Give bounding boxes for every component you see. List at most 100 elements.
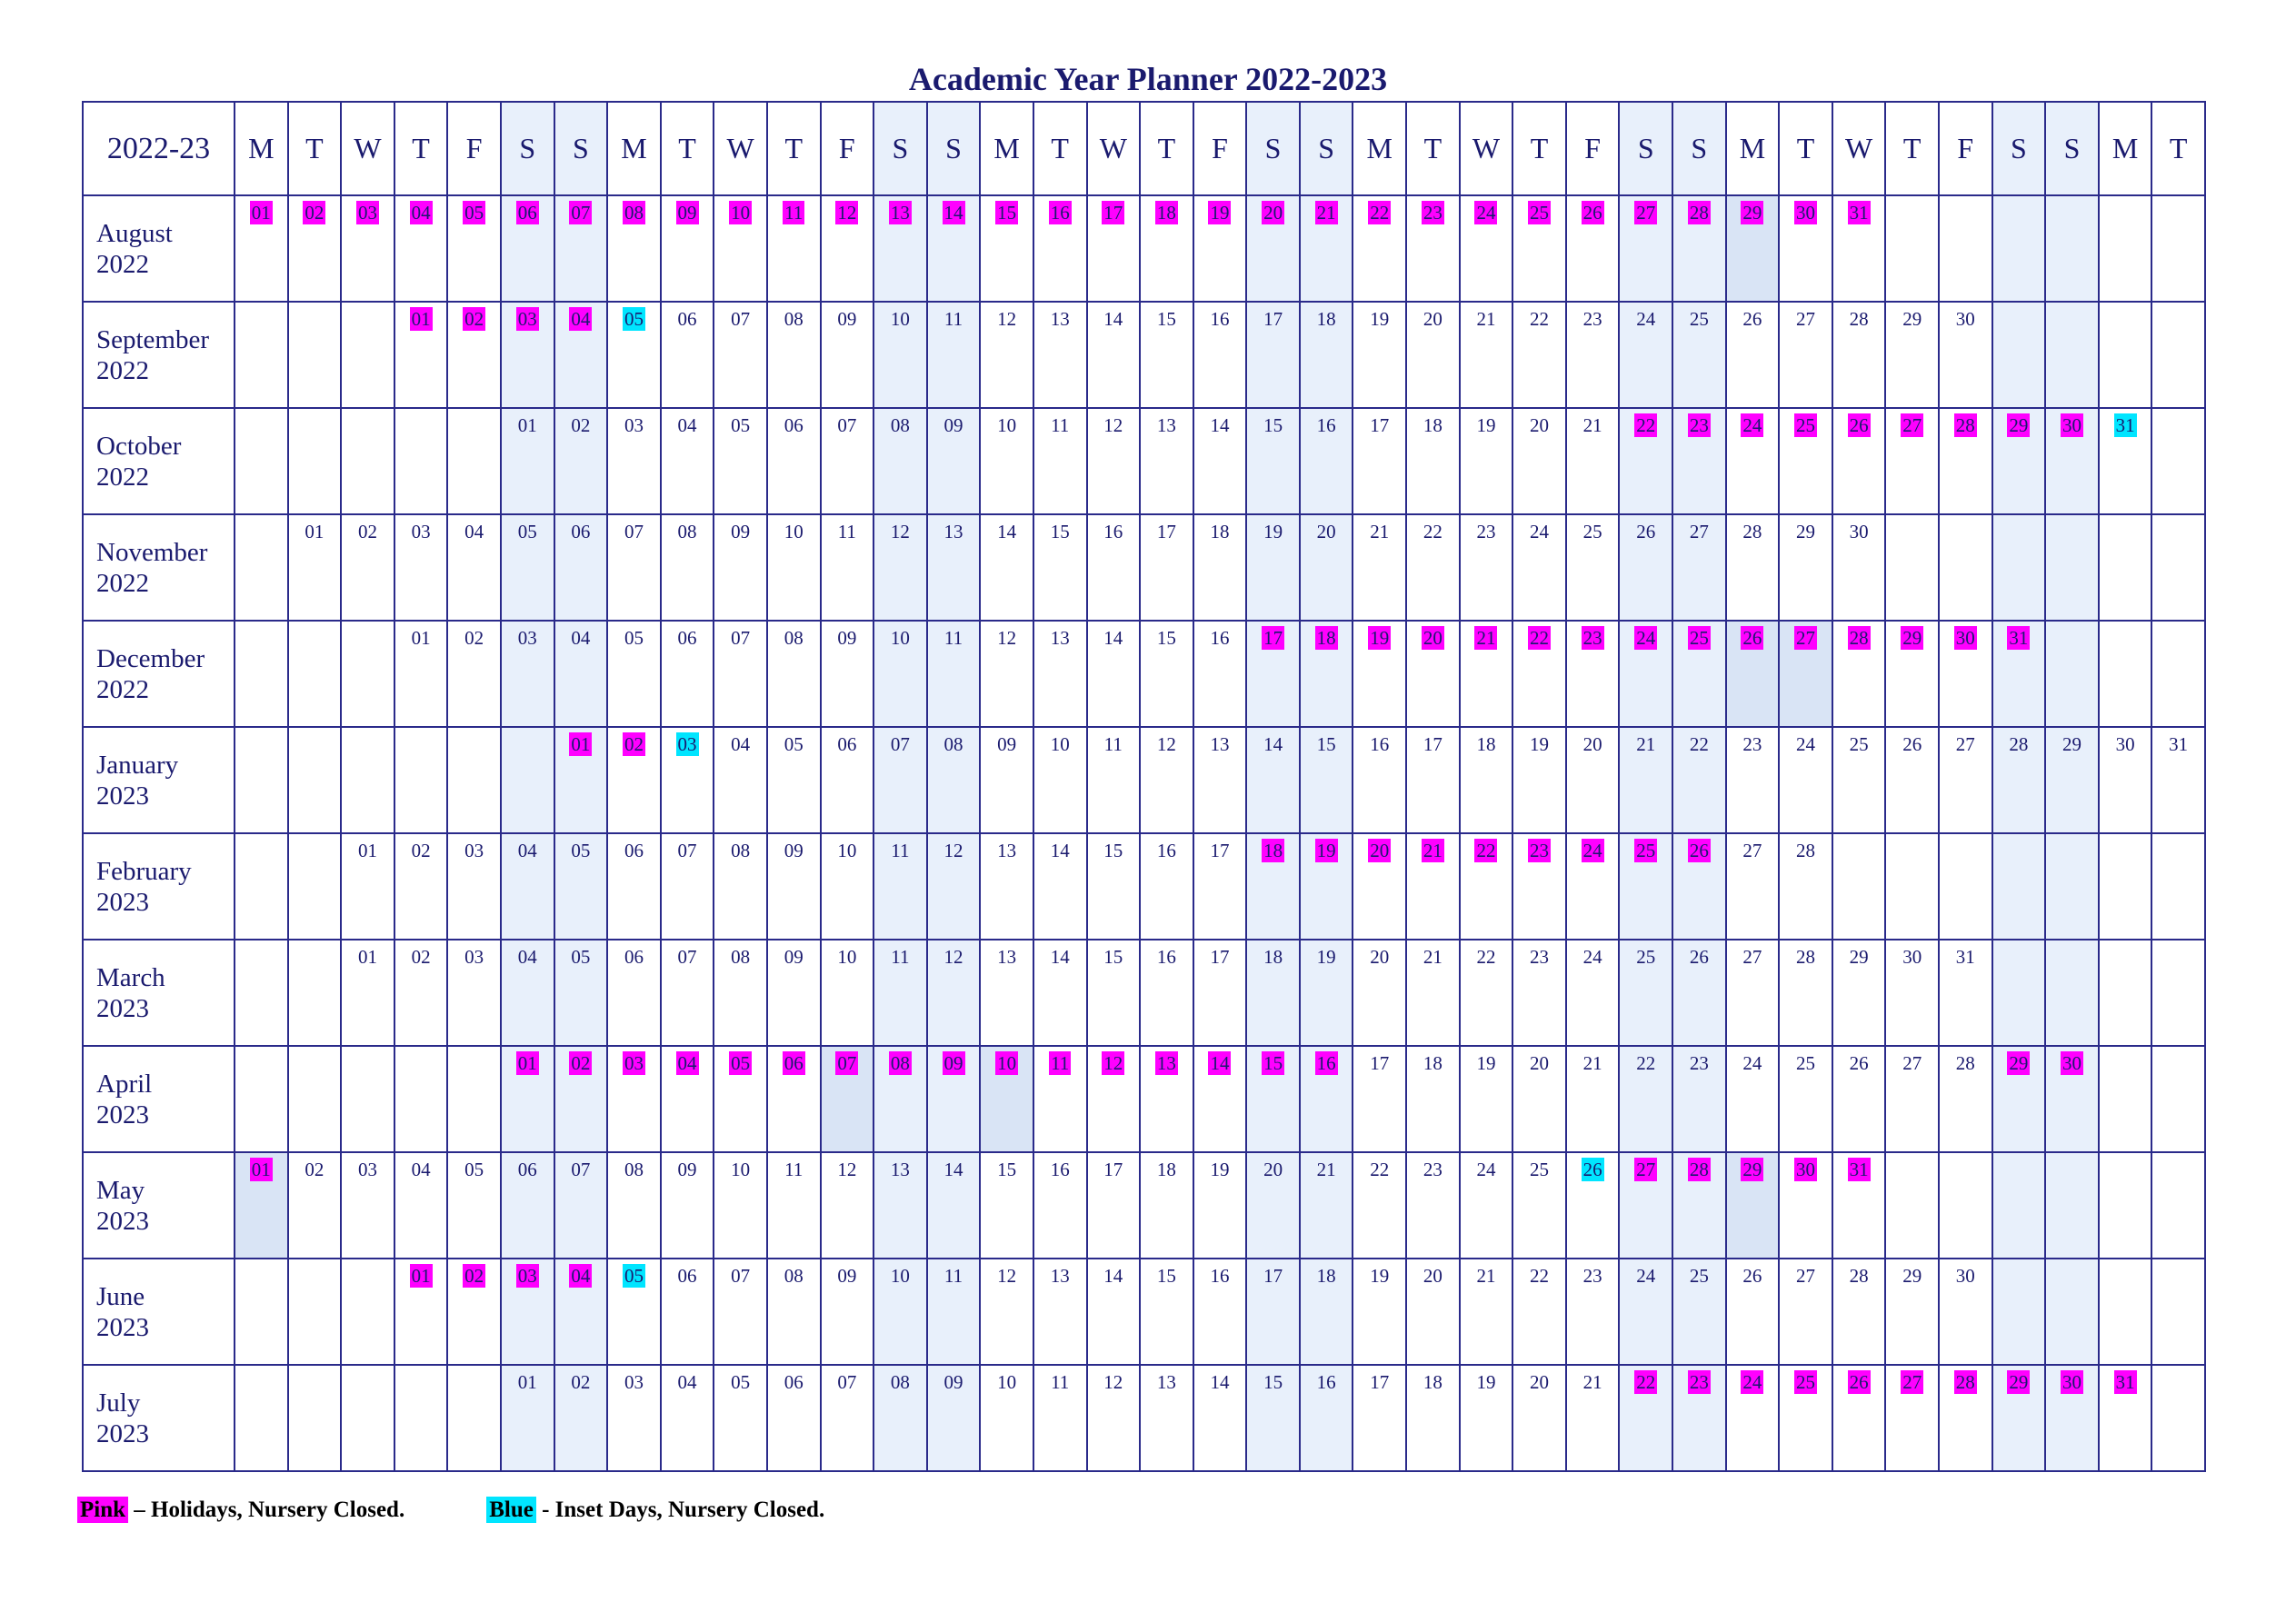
day-number: 10 (731, 1159, 751, 1180)
day-cell: 24 (1778, 726, 1833, 834)
day-number: 22 (1370, 1159, 1390, 1180)
month-row: September 2022 01 02 03 04 05 06 07 08 09 10 11 12 13 1… (82, 301, 2206, 409)
day-cell: 02 (393, 832, 449, 940)
day-number: 28 (1796, 840, 1816, 861)
day-cell: 23 (1672, 1364, 1727, 1472)
day-cell: 07 (659, 939, 715, 1047)
day-cell: 21 (1298, 1151, 1354, 1259)
day-cell: 15 (1085, 939, 1142, 1047)
day-number: 05 (622, 307, 645, 331)
day-number: 13 (997, 946, 1017, 968)
day-cell: 13 (873, 1151, 928, 1259)
day-number: 05 (731, 1371, 751, 1393)
month-label: February 2023 (82, 832, 235, 940)
day-cell: 27 (1778, 1258, 1833, 1366)
day-cell: 18 (1245, 939, 1301, 1047)
day-cell: 31 (1938, 939, 1993, 1047)
day-number: 11 (1051, 414, 1070, 436)
day-cell: 11 (1032, 1364, 1088, 1472)
day-cell: 25 (1564, 513, 1621, 622)
day-cell: 09 (979, 726, 1034, 834)
day-number: 11 (1051, 1371, 1070, 1393)
day-number: 07 (731, 627, 751, 649)
day-number: 06 (677, 627, 697, 649)
day-cell: 24 (1512, 513, 1567, 622)
day-number: 08 (622, 201, 645, 224)
day-cell: 17 (1245, 301, 1301, 409)
day-number: 14 (997, 521, 1017, 542)
month-name: April (96, 1069, 153, 1099)
day-number: 21 (1476, 308, 1496, 330)
day-number: 03 (355, 201, 379, 224)
day-header: M (979, 101, 1034, 196)
day-cell: 11 (925, 620, 982, 728)
day-number: 14 (1210, 1371, 1230, 1393)
day-cell: 24 (1458, 1151, 1514, 1259)
day-cell: 19 (1512, 726, 1567, 834)
day-header: M (1724, 101, 1781, 196)
day-cell: 01 (286, 513, 343, 622)
day-cell: 01 (234, 194, 289, 303)
day-cell: 14 (1085, 1258, 1142, 1366)
day-number: 06 (784, 414, 804, 436)
day-cell: 29 (1884, 301, 1940, 409)
month-row: January 2023 01 02 03 04 05 06 07 08 09 10 11 12 13 14 1… (82, 726, 2206, 834)
day-number: 31 (1955, 946, 1975, 968)
day-number: 09 (677, 1159, 697, 1180)
day-cell: 17 (1245, 1258, 1301, 1366)
day-cell (234, 407, 289, 515)
day-number: 20 (1421, 626, 1444, 650)
day-number: 01 (409, 1264, 433, 1288)
month-name: August (96, 218, 173, 248)
day-number: 29 (1901, 626, 1924, 650)
day-cell: 24 (1724, 1364, 1781, 1472)
day-cell: 20 (1564, 726, 1621, 834)
month-row: June 2023 01 02 03 04 05 06 07 08 09 10 11 12 13 14 15 16… (82, 1258, 2206, 1366)
day-cell (286, 726, 343, 834)
day-number: 25 (1794, 413, 1818, 437)
day-cell: 30 (1778, 1151, 1833, 1259)
day-number: 25 (1634, 839, 1658, 862)
day-number: 26 (1902, 733, 1922, 755)
day-cell: 31 (1991, 620, 2047, 728)
day-number: 25 (1796, 1052, 1816, 1074)
day-cell: 30 (1938, 301, 1993, 409)
legend-swatch: Blue (486, 1497, 536, 1523)
day-number: 12 (890, 521, 910, 542)
day-cell: 07 (713, 301, 768, 409)
legend-item: Blue - Inset Days, Nursery Closed. (486, 1497, 825, 1523)
day-number: 04 (677, 414, 697, 436)
day-number: 19 (1210, 1159, 1230, 1180)
month-row: December 2022 01 02 03 04 05 06 07 08 09 10 11 12 13 14… (82, 620, 2206, 728)
day-cell (1991, 1151, 2047, 1259)
day-cell: 29 (1884, 1258, 1940, 1366)
day-cell: 06 (606, 832, 662, 940)
day-cell: 30 (2044, 1364, 2100, 1472)
day-header: F (1192, 101, 1248, 196)
day-number: 23 (1687, 413, 1711, 437)
legend-text: - Inset Days, Nursery Closed. (535, 1498, 825, 1522)
day-cell: 15 (979, 1151, 1034, 1259)
day-cell (2097, 513, 2153, 622)
day-number: 24 (1474, 201, 1498, 224)
day-cell (234, 726, 289, 834)
day-header: S (1672, 101, 1727, 196)
day-cell: 28 (1831, 1258, 1887, 1366)
day-cell: 27 (1778, 301, 1833, 409)
day-number: 03 (517, 627, 537, 649)
day-cell (340, 1258, 395, 1366)
day-cell (2044, 832, 2100, 940)
day-cell: 25 (1512, 1151, 1567, 1259)
day-cell (286, 939, 343, 1047)
day-number: 09 (837, 627, 857, 649)
planner-table: 2022-23 M T W T F S S M T W T F S S M T W T F S S M T W T F S S M T W T F… (82, 101, 2206, 1472)
day-number: 05 (731, 414, 751, 436)
day-number: 20 (1368, 839, 1392, 862)
day-number: 18 (1423, 414, 1442, 436)
day-number: 21 (1582, 414, 1602, 436)
day-number: 12 (943, 840, 963, 861)
day-cell (446, 1045, 502, 1153)
day-cell: 12 (819, 1151, 875, 1259)
day-cell (1884, 1151, 1940, 1259)
day-number: 10 (784, 521, 804, 542)
